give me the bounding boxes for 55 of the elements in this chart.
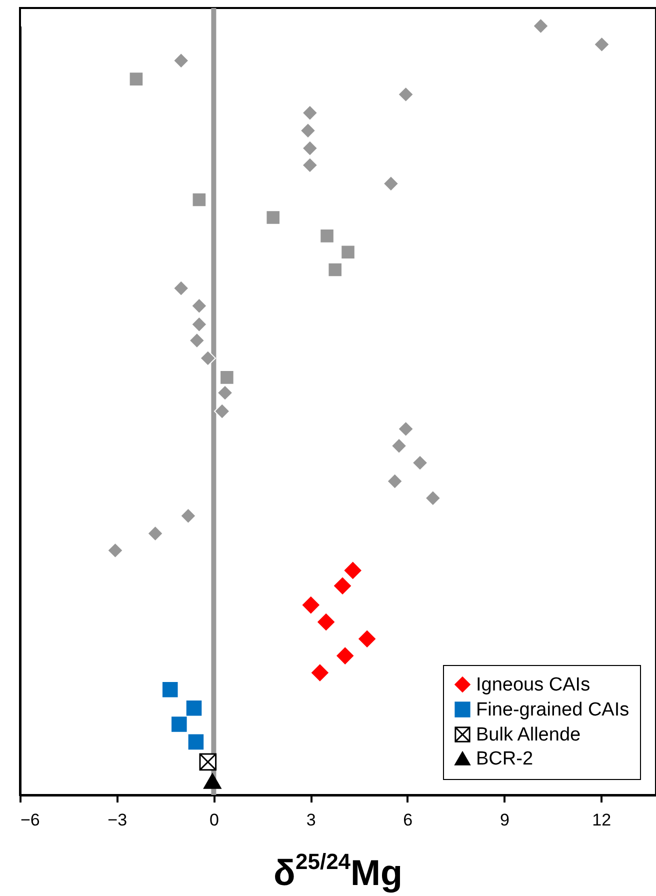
x-tick-label: 3 [306, 810, 316, 830]
point [344, 562, 362, 579]
point [191, 298, 208, 314]
point [424, 490, 441, 506]
point [358, 630, 376, 648]
point [398, 86, 414, 103]
point [147, 525, 164, 542]
point [180, 508, 196, 524]
point [386, 473, 403, 490]
point [302, 140, 318, 156]
point [220, 370, 234, 385]
point [188, 332, 205, 349]
point [173, 52, 190, 69]
x-tick-label: −6 [20, 810, 40, 830]
point [594, 36, 610, 53]
point [390, 438, 408, 454]
point [300, 122, 316, 139]
point [340, 244, 356, 260]
x-tick-label: 6 [403, 810, 413, 830]
point [192, 192, 207, 208]
point [191, 316, 208, 332]
point [172, 716, 187, 732]
point [199, 753, 217, 771]
point [328, 262, 342, 278]
legend-label: Bulk Allende [476, 724, 581, 746]
point [216, 384, 234, 401]
x-tick-label: 12 [592, 810, 612, 830]
point [200, 350, 216, 366]
point [532, 18, 549, 34]
point [312, 664, 328, 682]
point [302, 104, 318, 121]
x-tick-label: 0 [209, 810, 219, 830]
point [204, 773, 222, 789]
point [214, 403, 230, 420]
point [302, 596, 320, 614]
point [186, 700, 202, 716]
point [334, 578, 351, 594]
x-tick-label: 9 [500, 810, 510, 830]
point [162, 682, 178, 698]
legend-label: Igneous CAIs [476, 674, 590, 696]
point [382, 176, 400, 192]
point [128, 72, 144, 86]
x-tick-label: −3 [108, 810, 128, 830]
legend-label: Fine-grained CAIs [476, 700, 630, 720]
legend-label: BCR-2 [476, 748, 534, 770]
point [336, 647, 354, 664]
point [173, 280, 190, 296]
point [318, 614, 334, 630]
point [302, 157, 318, 174]
point [107, 542, 124, 559]
point [412, 454, 428, 471]
point [266, 210, 280, 225]
point [398, 420, 414, 438]
point [320, 228, 334, 244]
point [188, 734, 204, 750]
